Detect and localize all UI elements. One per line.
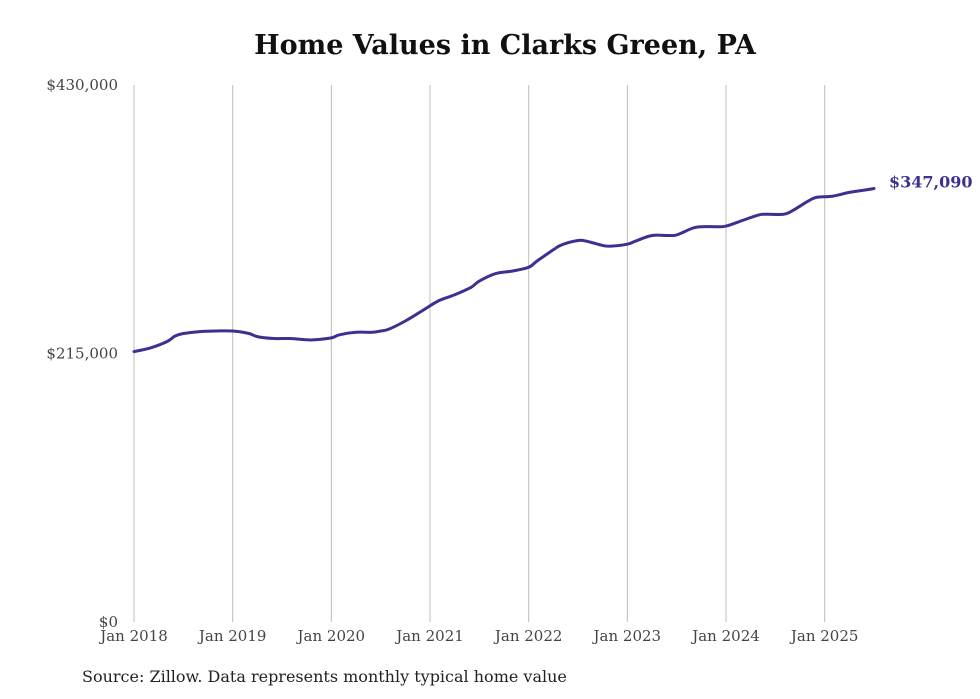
x-tick-label: Jan 2021 [394, 627, 464, 645]
gridlines [133, 85, 826, 622]
chart-title: Home Values in Clarks Green, PA [254, 30, 756, 61]
series-layer [132, 187, 876, 354]
x-tick-label: Jan 2025 [789, 627, 859, 645]
x-axis: Jan 2018 Jan 2019 Jan 2020 Jan 2021 Jan 2022… [98, 627, 858, 645]
y-tick-label: $0 [99, 613, 118, 631]
end-value-label: $347,090 [889, 173, 973, 192]
x-tick-label: Jan 2022 [493, 627, 563, 645]
source-note: Source: Zillow. Data represents monthly … [82, 667, 567, 686]
x-tick-label: Jan 2020 [296, 627, 366, 645]
y-tick-label: $215,000 [46, 345, 118, 363]
data-labels: $347,090 [889, 173, 973, 192]
x-tick-label: Jan 2024 [690, 627, 760, 645]
x-tick-label: Jan 2018 [98, 627, 168, 645]
y-axis: $0 $215,000 $430,000 [46, 76, 118, 631]
series-line [132, 187, 876, 354]
x-tick-label: Jan 2019 [197, 627, 267, 645]
y-tick-label: $430,000 [46, 76, 118, 94]
x-tick-label: Jan 2023 [592, 627, 662, 645]
